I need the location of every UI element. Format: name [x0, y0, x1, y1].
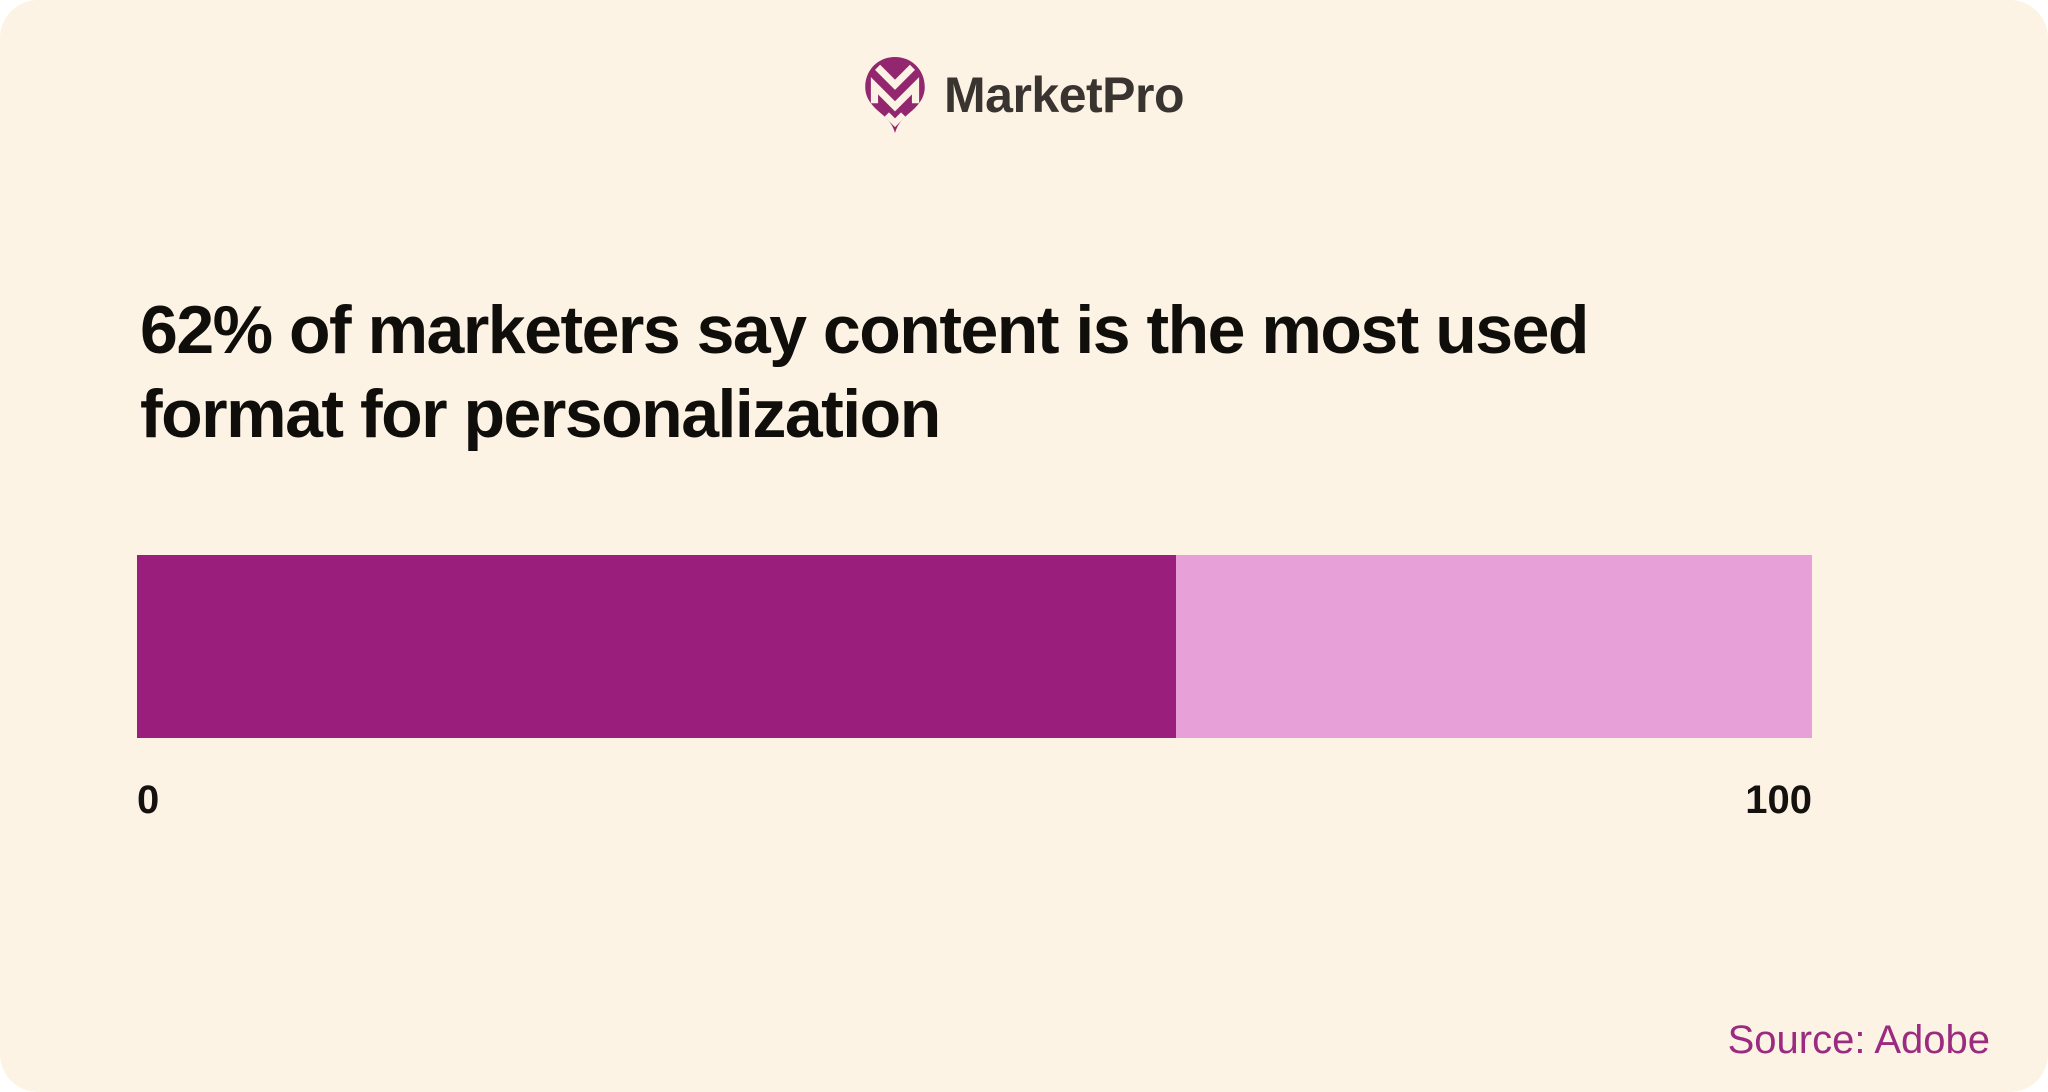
source-attribution: Source: Adobe [1727, 1018, 1990, 1062]
marketpro-pin-monogram-icon [864, 56, 926, 134]
axis-tick-max: 100 [1745, 778, 1812, 822]
headline: 62% of marketers say content is the most… [140, 288, 1589, 456]
brand-logo: MarketPro [0, 56, 2048, 134]
bar-chart: 0 100 [137, 555, 1812, 823]
headline-line-1: 62% of marketers say content is the most… [140, 292, 1589, 368]
headline-line-2: format for personalization [140, 376, 941, 452]
bar-track [137, 555, 1812, 738]
x-axis: 0 100 [137, 778, 1812, 823]
bar-fill [137, 555, 1176, 738]
brand-name: MarketPro [943, 67, 1185, 123]
axis-tick-min: 0 [137, 778, 160, 822]
